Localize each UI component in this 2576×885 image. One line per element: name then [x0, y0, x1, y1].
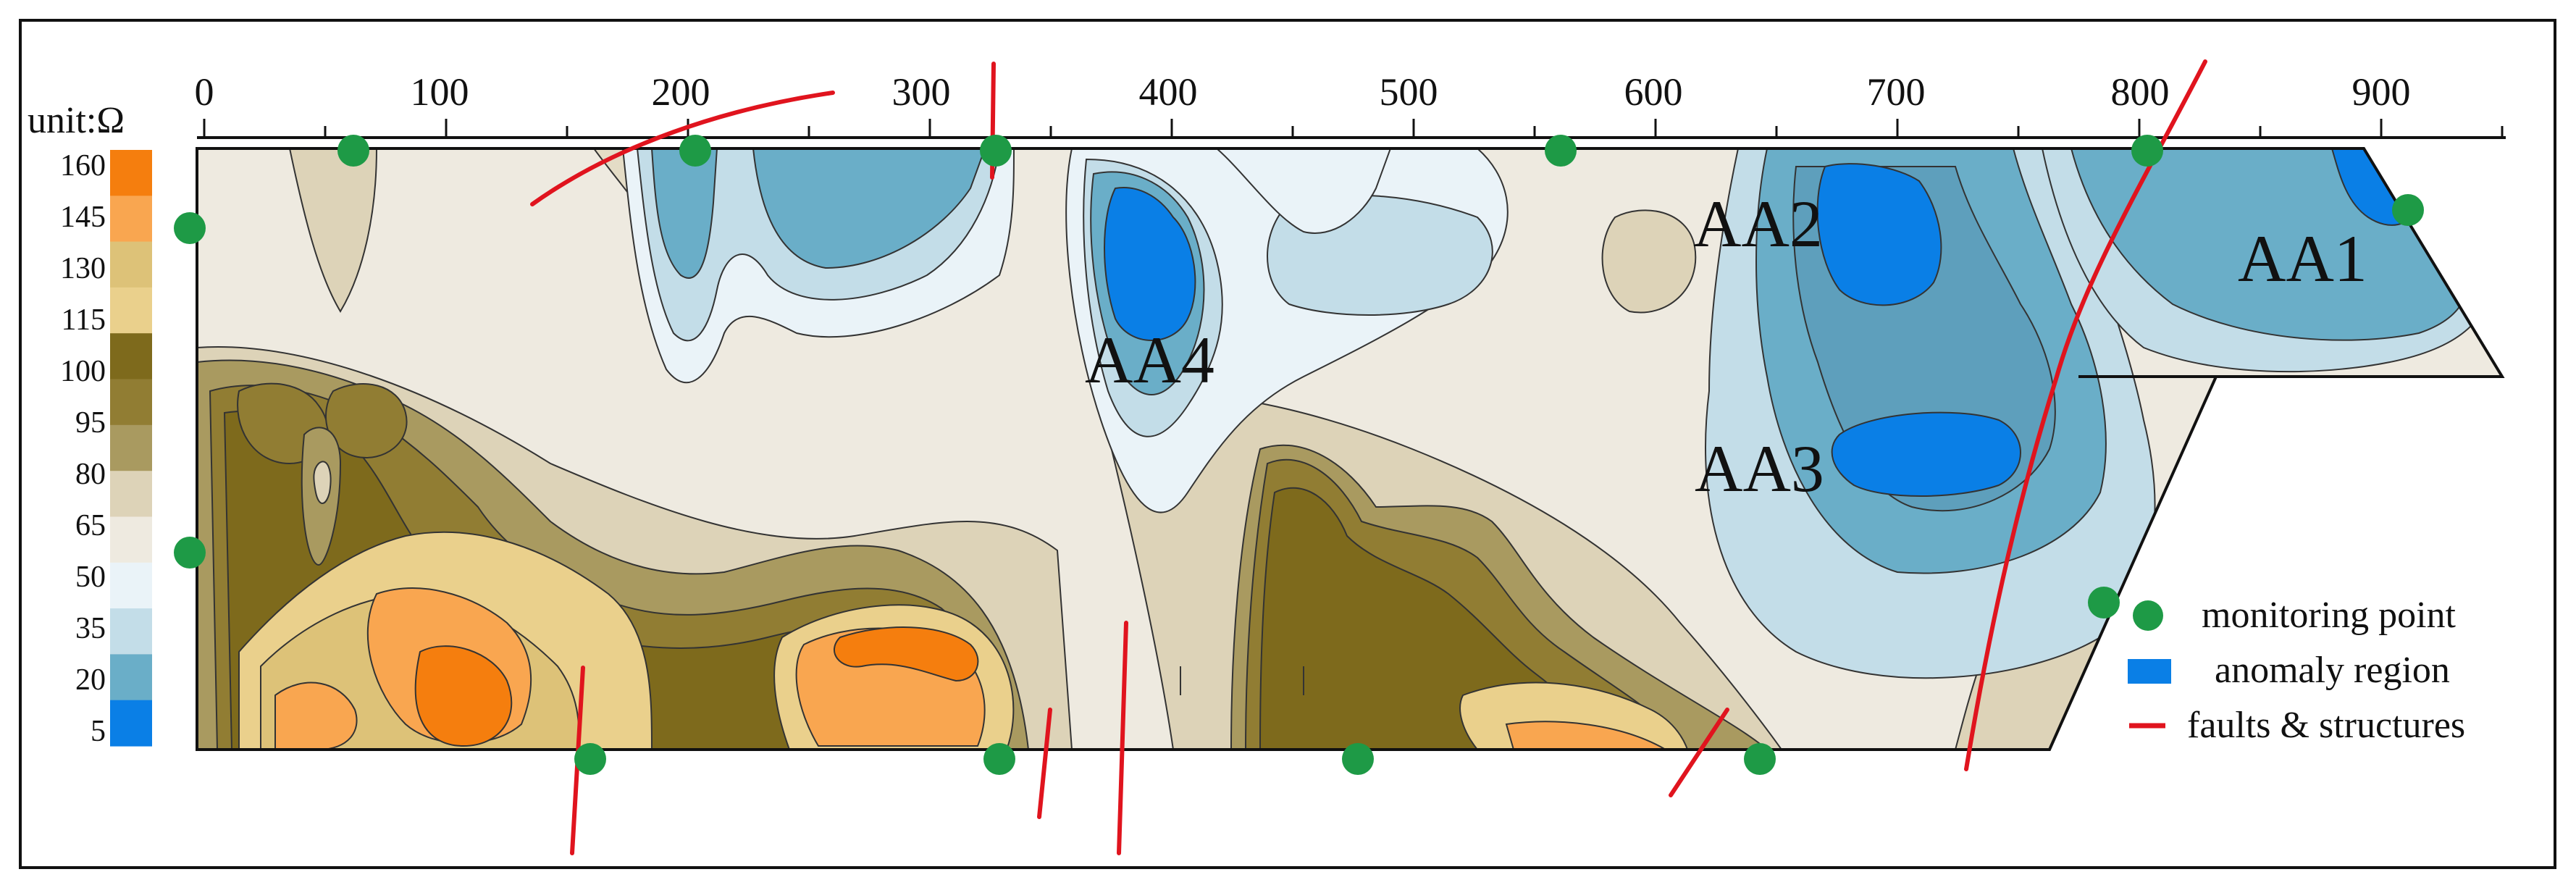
scale-swatch: [110, 379, 152, 426]
legend-label: faults & structures: [2187, 705, 2465, 746]
scale-swatch: [110, 196, 152, 243]
scale-swatch: [110, 333, 152, 380]
x-axis: 0 100 200 300 400 500 600 700 800 900: [195, 70, 2506, 139]
monitoring-point: [1744, 743, 1776, 775]
monitoring-point: [1342, 743, 1374, 775]
x-tick-label: 200: [652, 70, 710, 114]
monitoring-point: [2088, 587, 2120, 618]
monitoring-points: [174, 135, 2424, 775]
monitoring-point: [2131, 135, 2163, 167]
scale-label: 145: [60, 201, 106, 234]
scale-swatch: [110, 471, 152, 518]
scale-swatch: [110, 562, 152, 609]
x-tick-label: 600: [1624, 70, 1683, 114]
scale-swatch: [110, 700, 152, 747]
scale-label: 80: [75, 458, 106, 491]
scale-label: 115: [62, 303, 106, 337]
scale-swatch: [110, 241, 152, 288]
x-tick-label: 900: [2352, 70, 2411, 114]
monitoring-point: [174, 212, 206, 244]
contour-section: [196, 147, 2505, 751]
scale-title: unit:Ω: [28, 100, 125, 141]
x-tick-label: 700: [1867, 70, 1926, 114]
color-scale: unit:Ω 160 145 130 115 100 95 80 65 50 3…: [28, 100, 152, 748]
monitoring-point: [574, 743, 606, 775]
monitoring-point: [983, 743, 1015, 775]
legend-label: monitoring point: [2202, 595, 2457, 636]
scale-label: 100: [60, 355, 106, 388]
x-tick-label: 400: [1139, 70, 1198, 114]
fault-line: [1117, 621, 1128, 855]
scale-swatch: [110, 654, 152, 701]
anomaly-labels: AA1 AA2 AA3 AA4: [1085, 187, 2367, 506]
monitoring-point: [337, 135, 369, 167]
blue-rectangle-icon: [2128, 659, 2171, 684]
anomaly-label-aa1: AA1: [2238, 222, 2367, 295]
scale-swatch: [110, 608, 152, 655]
scale-label: 160: [60, 149, 106, 183]
x-tick-label: 500: [1380, 70, 1438, 114]
anomaly-label-aa3: AA3: [1695, 432, 1824, 506]
figure-frame: [19, 19, 2556, 869]
legend-label: anomaly region: [2215, 650, 2450, 691]
scale-label: 95: [75, 406, 106, 440]
fault-line: [1037, 708, 1052, 819]
monitoring-point: [2392, 194, 2424, 226]
anomaly-label-aa4: AA4: [1085, 323, 1214, 397]
scale-label: 35: [75, 612, 106, 645]
green-circle-icon: [2133, 600, 2163, 631]
x-tick-label: 800: [2111, 70, 2170, 114]
scale-label: 50: [75, 561, 106, 594]
fault-line: [1964, 59, 2207, 771]
x-tick-label: 100: [411, 70, 469, 114]
legend: monitoring point anomaly region faults &…: [2128, 595, 2465, 746]
scale-label: 5: [91, 715, 106, 748]
scale-label: 65: [75, 509, 106, 542]
monitoring-point: [174, 537, 206, 569]
monitoring-point: [679, 135, 711, 167]
fault-line: [1669, 708, 1729, 797]
scale-label: 130: [60, 252, 106, 285]
x-tick-label: 0: [195, 70, 214, 114]
monitoring-point: [980, 135, 1012, 167]
scale-swatch: [110, 287, 152, 334]
x-tick-label: 300: [892, 70, 951, 114]
scale-swatch: [110, 516, 152, 563]
fault-line: [530, 91, 835, 206]
scale-swatch: [110, 424, 152, 471]
anomaly-label-aa2: AA2: [1693, 187, 1823, 261]
scale-swatch: [110, 150, 152, 196]
scale-label: 20: [75, 663, 106, 697]
monitoring-point: [1545, 135, 1577, 167]
